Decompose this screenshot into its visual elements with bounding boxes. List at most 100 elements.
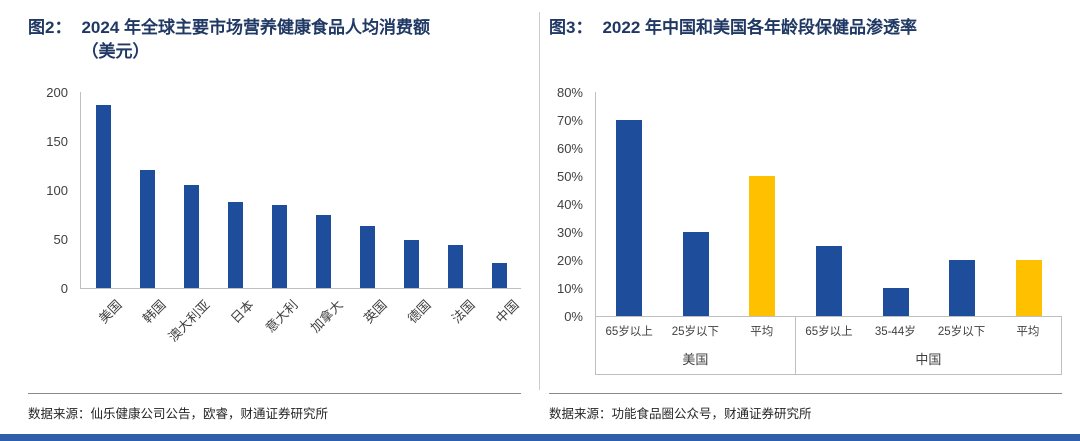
bar-slot-中国-35-44岁	[862, 92, 929, 316]
y-tick-label-100: 100	[46, 182, 68, 198]
bar-韩国	[139, 170, 155, 288]
bar-德国	[403, 239, 419, 288]
bar-slot-英国	[345, 92, 389, 288]
x-label-澳大利亚: 澳大利亚	[165, 297, 213, 345]
figure-3-y-axis: 0% 10% 20% 30% 40% 50% 60% 70% 80%	[549, 86, 595, 323]
x-label-slot-法国: 法国	[433, 289, 478, 353]
x-label-加拿大: 加拿大	[307, 297, 346, 336]
figure-2-heading: 2024 年全球主要市场营养健康食品人均消费额 （美元）	[81, 16, 430, 64]
bar-slot-中国-25岁以下	[929, 92, 996, 316]
y-tick-label-80%: 80%	[556, 84, 583, 100]
bar-法国	[447, 244, 463, 288]
figure-3-title: 图3： 2022 年中国和美国各年龄段保健品渗透率	[549, 16, 1062, 78]
y-tick-label-50: 50	[53, 231, 68, 247]
x-label-slot-德国: 德国	[389, 289, 433, 353]
bar-slot-美国-平均	[729, 92, 796, 316]
x-label-slot-日本: 日本	[212, 289, 258, 353]
figure-3-heading: 2022 年中国和美国各年龄段保健品渗透率	[602, 16, 917, 40]
bar-slot-澳大利亚	[169, 92, 213, 288]
bar-slot-加拿大	[301, 92, 345, 288]
bar-美国	[95, 104, 111, 288]
x-label-slot-中国: 中国	[477, 289, 522, 353]
page-accent-bar	[0, 434, 1080, 441]
category-label-65岁以上: 65岁以上	[805, 326, 853, 338]
figure-2-heading-line1: 2024 年全球主要市场营养健康食品人均消费额	[81, 18, 431, 37]
bar-中国-25岁以下	[949, 260, 976, 316]
category-group-中国: 65岁以上 35-44岁 25岁以下 平均中国	[794, 317, 1062, 374]
figure-3-heading-line1: 2022 年中国和美国各年龄段保健品渗透率	[602, 18, 918, 37]
bar-slot-美国	[81, 92, 125, 288]
bar-澳大利亚	[183, 185, 199, 288]
x-label-德国: 德国	[404, 297, 434, 327]
x-label-意大利: 意大利	[262, 297, 302, 336]
x-label-日本: 日本	[228, 297, 258, 327]
category-label-25岁以下: 25岁以下	[937, 326, 986, 338]
figure-2-source-divider	[28, 393, 521, 394]
y-tick-label-60%: 60%	[556, 140, 583, 156]
y-tick-label-0%: 0%	[564, 308, 583, 324]
figure-3-source-block: 数据来源：功能食品圈公众号，财通证券研究所	[549, 393, 1062, 434]
bar-英国	[359, 226, 375, 288]
column-divider	[539, 12, 540, 390]
x-label-法国: 法国	[448, 297, 478, 327]
bar-中国	[491, 262, 507, 288]
figure-3-source: 数据来源：功能食品圈公众号，财通证券研究所	[549, 407, 812, 421]
bar-slot-法国	[433, 92, 477, 288]
category-label-25岁以下: 25岁以下	[671, 326, 720, 338]
group-name-美国: 美国	[682, 352, 709, 367]
category-label-35-44岁: 35-44岁	[874, 326, 916, 338]
figure-2-source-block: 数据来源：仙乐健康公司公告，欧睿，财通证券研究所	[28, 393, 521, 434]
figure-2-source: 数据来源：仙乐健康公司公告，欧睿，财通证券研究所	[28, 407, 329, 421]
figure-2-label: 图2：	[28, 18, 72, 37]
x-label-slot-意大利: 意大利	[256, 289, 302, 353]
x-label-slot-加拿大: 加拿大	[300, 289, 346, 353]
category-labels-中国: 65岁以上 35-44岁 25岁以下 平均	[796, 317, 1061, 339]
bar-slot-美国-25岁以下	[663, 92, 730, 316]
figure-3-chart: 0% 10% 20% 30% 40% 50% 60% 70% 80% 65岁以上 25岁以下 平均美…	[549, 86, 1062, 375]
figure-3-source-divider	[549, 393, 1062, 394]
figure-3-panel: 图3： 2022 年中国和美国各年龄段保健品渗透率 0% 10% 20% 30% 40%…	[539, 0, 1080, 434]
bar-slot-韩国	[125, 92, 169, 288]
figure-2-x-axis-labels: 美国 韩国 澳大利亚 日本 意大利 加拿大 英国 德国 法国 中国	[80, 289, 522, 353]
bar-中国-平均	[1015, 260, 1042, 316]
y-tick-label-0: 0	[60, 280, 68, 296]
figure-3-category-axis: 65岁以上 25岁以下 平均美国 65岁以上 35-44岁 25岁以下 平均中国	[595, 317, 1062, 375]
figure-2-y-axis: 0 50 100 150 200	[28, 86, 80, 295]
bar-slot-美国-65岁以上	[596, 92, 663, 316]
bar-中国-65岁以上	[816, 246, 842, 316]
group-bars-中国	[796, 92, 1062, 316]
y-tick-label-70%: 70%	[556, 112, 583, 128]
group-name-中国: 中国	[915, 352, 942, 367]
x-label-slot-英国: 英国	[345, 289, 389, 353]
y-tick-label-40%: 40%	[556, 196, 583, 212]
x-label-slot-澳大利亚: 澳大利亚	[166, 289, 213, 353]
bar-slot-中国-65岁以上	[796, 92, 863, 316]
bar-slot-中国-平均	[995, 92, 1062, 316]
bar-美国-平均	[749, 176, 776, 316]
bar-中国-35-44岁	[882, 288, 909, 316]
category-group-美国: 65岁以上 25岁以下 平均 美国	[595, 317, 795, 374]
y-tick-label-50%: 50%	[556, 168, 583, 184]
x-label-中国: 中国	[492, 297, 522, 327]
y-tick-label-200: 200	[46, 84, 68, 100]
figure-3-plot-area	[595, 92, 1062, 317]
bar-美国-25岁以下	[682, 232, 709, 316]
figure-2-plot-area	[80, 92, 521, 289]
y-tick-label-150: 150	[46, 133, 68, 149]
bar-slot-德国	[389, 92, 433, 288]
bar-意大利	[271, 204, 287, 288]
y-tick-label-10%: 10%	[556, 280, 583, 296]
figure-2-panel: 图2： 2024 年全球主要市场营养健康食品人均消费额 （美元） 0 50 100 1…	[0, 0, 539, 434]
x-label-slot-韩国: 韩国	[124, 289, 169, 353]
category-label-65岁以上: 65岁以上	[605, 326, 653, 338]
x-label-slot-美国: 美国	[80, 289, 125, 353]
bar-加拿大	[315, 214, 331, 288]
figure-2-heading-line2: （美元）	[81, 41, 150, 61]
figure-3-plot-column: 65岁以上 25岁以下 平均美国 65岁以上 35-44岁 25岁以下 平均中国	[595, 92, 1062, 375]
category-label-平均: 平均	[1016, 326, 1040, 338]
figure-3-label: 图3：	[549, 18, 593, 37]
group-bars-美国	[596, 92, 796, 316]
y-tick-label-30%: 30%	[556, 224, 583, 240]
